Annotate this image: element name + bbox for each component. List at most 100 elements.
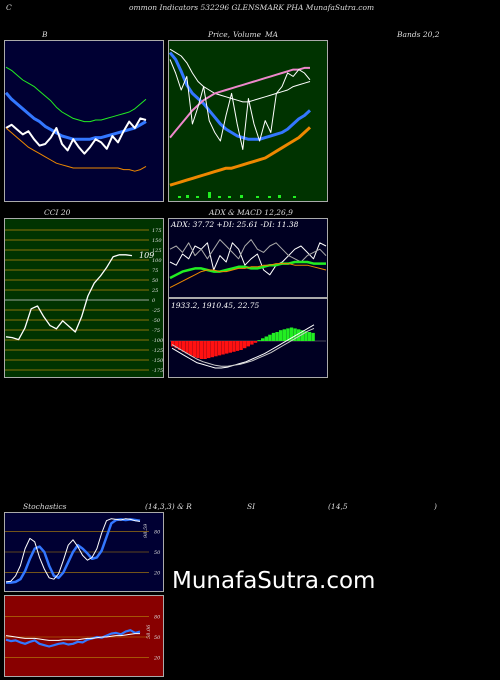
macd-histogram-bar xyxy=(268,334,272,341)
label-ma: MA xyxy=(265,30,279,39)
adx-series-line xyxy=(169,242,327,276)
header-title: ommon Indicators 532296 GLENSMARK PHA Mu… xyxy=(129,3,375,12)
macd-histogram-bar xyxy=(185,341,189,354)
rsi-last-label: 58.06 xyxy=(146,624,152,639)
cci-panel: 175 150 125 100 75 50 25 0 -25 -50 -75 -100 -125 -150… xyxy=(4,218,164,378)
macd-histogram-bar xyxy=(253,341,258,343)
stoch-tick-label: 80 xyxy=(154,530,161,536)
ma-series-line xyxy=(169,59,311,150)
macd-histogram-bar xyxy=(239,341,243,350)
cci-last-label: 109 xyxy=(139,251,154,260)
macd-histogram-bar xyxy=(275,332,279,341)
bb-series-line xyxy=(5,66,147,123)
macd-histogram-bar xyxy=(311,332,315,341)
header-c: C xyxy=(6,3,12,12)
stoch-tick-label: 20 xyxy=(153,570,161,576)
rsi-tick-label: 80 xyxy=(154,615,161,621)
stoch-d-line xyxy=(5,518,141,583)
cci-tick-label: -75 xyxy=(152,328,160,334)
rsi-line xyxy=(5,629,141,648)
cci-tick-label: -50 xyxy=(152,318,161,324)
label-price: Price, xyxy=(208,30,231,39)
volume-bar xyxy=(196,196,199,198)
macd-histogram-bar xyxy=(293,328,297,341)
label-si: SI xyxy=(247,502,256,511)
bb-series-line xyxy=(5,127,147,172)
label-rsi-close: ) xyxy=(434,502,437,511)
macd-histogram-bar xyxy=(189,341,193,356)
macd-histogram-bar xyxy=(282,329,286,341)
adx-panel: ADX: 37.72 +DI: 25.61 -DI: 11.38 xyxy=(168,218,328,298)
macd-histogram-bar xyxy=(271,332,276,341)
label-bands: Bands 20,2 xyxy=(397,30,440,39)
label-macd: & MACD 12,26,9 xyxy=(228,208,293,217)
macd-histogram-bar xyxy=(225,341,229,354)
stoch-tick-label: 50 xyxy=(154,550,161,556)
macd-histogram-bar xyxy=(196,341,200,359)
rsi-tick-label: 20 xyxy=(153,655,161,661)
volume-bar xyxy=(256,196,259,198)
rsi-tick-label: 50 xyxy=(154,635,161,641)
label-rsi-param: (14,5 xyxy=(328,502,348,511)
macd-histogram-bar xyxy=(250,341,254,345)
macd-histogram-bar xyxy=(289,327,294,341)
volume-bar xyxy=(293,196,296,198)
panel-frame xyxy=(168,40,328,202)
macd-readout: 1933.2, 1910.45, 22.75 xyxy=(171,301,259,310)
macd-histogram-bar xyxy=(243,341,247,349)
label-b: B xyxy=(42,30,48,39)
cci-tick-label: 25 xyxy=(151,288,158,294)
ma-series-line xyxy=(169,126,312,187)
cci-tick-label: 125 xyxy=(152,248,162,254)
cci-tick-label: 75 xyxy=(152,268,158,274)
macd-histogram-bar xyxy=(261,338,265,341)
bb-series-line xyxy=(5,117,147,155)
macd-histogram-bar xyxy=(297,329,301,341)
macd-histogram-bar xyxy=(228,341,232,353)
label-volume: Volume xyxy=(233,30,262,39)
macd-histogram-bar xyxy=(307,332,312,341)
volume-bar xyxy=(218,196,221,198)
macd-histogram-bar xyxy=(181,341,186,352)
macd-histogram-bar xyxy=(203,341,207,359)
cci-tick-label: 100 xyxy=(152,258,162,264)
bollinger-panel xyxy=(4,40,164,202)
stochastics-panel: 80 50 20 98.59 xyxy=(4,512,164,592)
cci-tick-label: 50 xyxy=(152,278,159,284)
cci-tick-label: 175 xyxy=(152,228,162,234)
volume-bar xyxy=(178,196,181,198)
macd-histogram-bar xyxy=(178,341,182,350)
cci-tick-label: -100 xyxy=(152,338,164,344)
cci-tick-label: -25 xyxy=(152,308,160,314)
cci-tick-label: -125 xyxy=(152,348,163,354)
cci-tick-label: 150 xyxy=(152,238,162,244)
cci-tick-label: 0 xyxy=(152,298,156,304)
adx-series-line xyxy=(169,263,327,289)
cci-tick-label: -175 xyxy=(152,368,163,374)
label-stoch: Stochastics xyxy=(23,502,67,511)
panel-frame xyxy=(168,218,328,298)
macd-histogram-bar xyxy=(279,330,283,341)
volume-bar xyxy=(268,196,271,198)
cci-line xyxy=(5,254,133,341)
rsi-signal-line xyxy=(5,633,140,641)
macd-histogram-bar xyxy=(304,331,308,341)
macd-histogram-bar xyxy=(199,341,204,359)
ma-series-line xyxy=(169,48,311,103)
macd-histogram-bar xyxy=(264,336,268,341)
label-stoch-param: (14,3,3) & R xyxy=(145,502,192,511)
macd-histogram-bar xyxy=(207,341,211,359)
ma-series-line xyxy=(169,66,310,139)
price-ma-panel xyxy=(168,40,328,202)
adx-readout: ADX: 37.72 +DI: 25.61 -DI: 11.38 xyxy=(170,220,299,229)
macd-histogram-bar xyxy=(235,341,240,351)
volume-bar xyxy=(208,192,211,198)
signal-line xyxy=(171,327,315,367)
label-adx: ADX xyxy=(209,208,226,217)
macd-histogram-bar xyxy=(246,341,250,347)
rsi-panel: 80 50 20 58.06 xyxy=(4,595,164,677)
macd-histogram-bar xyxy=(174,341,178,349)
volume-bar xyxy=(278,195,281,198)
macd-histogram-bar xyxy=(192,341,196,358)
macd-histogram-bar xyxy=(217,341,222,356)
